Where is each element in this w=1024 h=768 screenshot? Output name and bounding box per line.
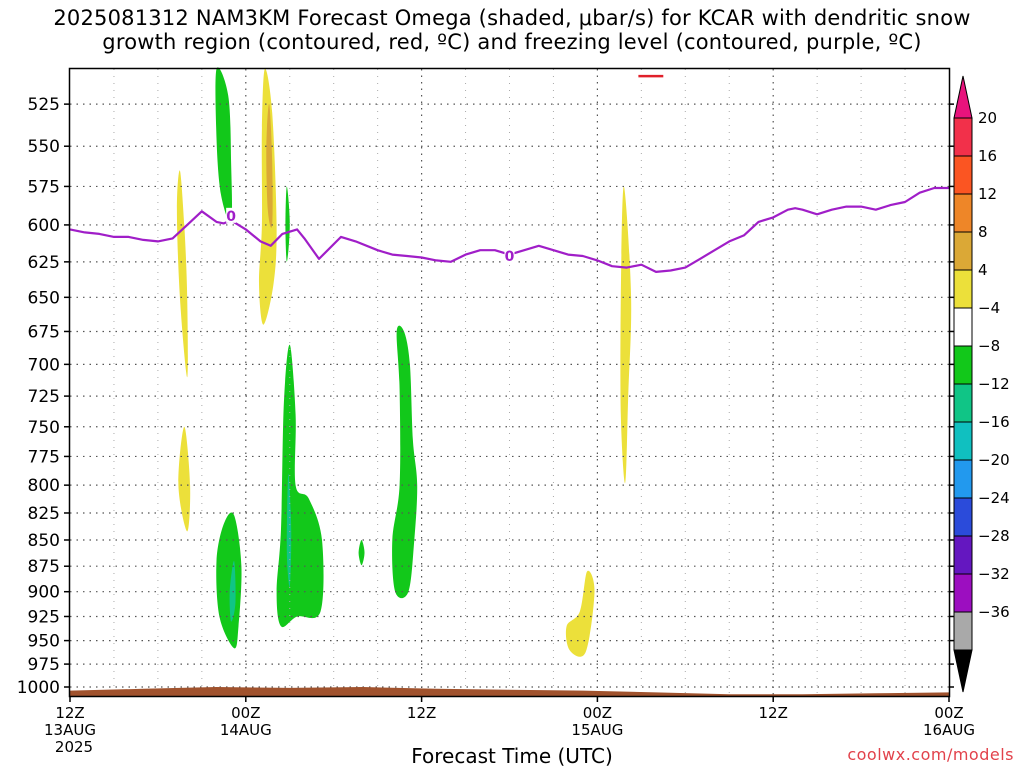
x-tick-label-48-1: 12Z bbox=[759, 704, 788, 722]
terrain-layer bbox=[70, 687, 949, 696]
x-tick-label-0-3: 2025 bbox=[55, 738, 93, 756]
contour-layer: 00 bbox=[69, 74, 949, 273]
colorbar-under-triangle bbox=[953, 649, 973, 693]
y-tick-label-825: 825 bbox=[28, 504, 60, 524]
colorbar-swatch-12 bbox=[953, 573, 973, 613]
y-tick-label-725: 725 bbox=[28, 387, 60, 407]
axes-layer: 525 550 575 600 625 650 675 700 725 750 775 800 825 8… bbox=[17, 95, 975, 756]
y-tick-label-575: 575 bbox=[28, 177, 60, 197]
omega-feature-4 bbox=[285, 186, 290, 262]
omega-shading-layer bbox=[176, 67, 632, 657]
colorbar-swatch-5 bbox=[953, 307, 973, 347]
x-tick-label-12-2: 14AUG bbox=[220, 721, 272, 739]
colorbar-label-3: 8 bbox=[978, 223, 988, 241]
freezing-level-label-1: 0 bbox=[505, 249, 515, 265]
grid-layer bbox=[70, 69, 949, 696]
x-tick-label-24-1: 12Z bbox=[407, 704, 436, 722]
colorbar-swatch-3 bbox=[953, 231, 973, 271]
colorbar-label-13: −36 bbox=[978, 603, 1010, 621]
y-tick-label-850: 850 bbox=[28, 531, 60, 551]
x-tick-label-60-2: 16AUG bbox=[923, 721, 975, 739]
x-tick-label-36-2: 15AUG bbox=[571, 721, 623, 739]
chart-title: 2025081312 NAM3KM Forecast Omega (shaded… bbox=[0, 6, 1024, 54]
colorbar-label-7: −12 bbox=[978, 375, 1010, 393]
colorbar-swatch-0 bbox=[953, 117, 973, 157]
freezing-label-bg-1 bbox=[504, 248, 515, 264]
y-tick-label-950: 950 bbox=[28, 632, 60, 652]
colorbar-label-2: 12 bbox=[978, 185, 997, 203]
y-tick-label-775: 775 bbox=[28, 447, 60, 467]
x-tick-label-60-1: 00Z bbox=[934, 704, 963, 722]
colorbar-swatch-6 bbox=[953, 345, 973, 385]
colorbar-label-4: 4 bbox=[978, 261, 988, 279]
colorbar-swatch-11 bbox=[953, 535, 973, 575]
omega-feature-12 bbox=[565, 570, 595, 657]
colorbar-label-0: 20 bbox=[978, 109, 997, 127]
colorbar-swatch-10 bbox=[953, 497, 973, 537]
colorbar-swatch-4 bbox=[953, 269, 973, 309]
colorbar-swatch-7 bbox=[953, 383, 973, 423]
colorbar-swatch-9 bbox=[953, 459, 973, 499]
x-tick-label-36-1: 00Z bbox=[583, 704, 612, 722]
source-credit: coolwx.com/models bbox=[847, 745, 1014, 764]
y-tick-label-800: 800 bbox=[28, 476, 60, 496]
colorbar-swatch-13 bbox=[953, 611, 973, 651]
y-tick-label-625: 625 bbox=[28, 253, 60, 273]
chart-title-line1: 2025081312 NAM3KM Forecast Omega (shaded… bbox=[53, 6, 971, 30]
colorbar-over-triangle bbox=[953, 75, 973, 119]
colorbar-label-5: −4 bbox=[978, 299, 1000, 317]
colorbar-swatch-8 bbox=[953, 421, 973, 461]
x-tick-label-0-2: 13AUG bbox=[44, 721, 96, 739]
y-tick-label-975: 975 bbox=[28, 655, 60, 675]
colorbar-label-6: −8 bbox=[978, 337, 1000, 355]
colorbar-label-11: −28 bbox=[978, 527, 1010, 545]
colorbar: 20 16 12 8 4 −4 −8 −12 −16 −20 −24 −28 −32 −36 bbox=[953, 75, 1010, 693]
omega-feature-0 bbox=[176, 170, 188, 378]
y-tick-label-900: 900 bbox=[28, 583, 60, 603]
omega-feature-13 bbox=[620, 186, 632, 484]
omega-feature-1 bbox=[215, 67, 233, 223]
omega-feature-9 bbox=[286, 473, 292, 588]
chart-title-line2: growth region (contoured, red, ºC) and f… bbox=[102, 30, 922, 54]
x-tick-label-12-1: 00Z bbox=[231, 704, 260, 722]
omega-feature-10 bbox=[358, 540, 365, 566]
omega-feature-5 bbox=[178, 426, 191, 532]
colorbar-swatch-1 bbox=[953, 155, 973, 195]
x-tick-label-0-1: 12Z bbox=[55, 704, 84, 722]
colorbar-label-12: −32 bbox=[978, 565, 1010, 583]
colorbar-label-10: −24 bbox=[978, 489, 1010, 507]
freezing-label-bg-0 bbox=[226, 207, 237, 223]
y-tick-label-875: 875 bbox=[28, 557, 60, 577]
colorbar-label-9: −20 bbox=[978, 451, 1010, 469]
y-tick-label-925: 925 bbox=[28, 607, 60, 627]
x-axis-label: Forecast Time (UTC) bbox=[411, 744, 613, 768]
colorbar-label-8: −16 bbox=[978, 413, 1010, 431]
y-tick-label-650: 650 bbox=[28, 288, 60, 308]
omega-feature-3 bbox=[266, 103, 273, 228]
y-tick-label-1000: 1000 bbox=[17, 678, 60, 698]
colorbar-label-1: 16 bbox=[978, 147, 997, 165]
y-tick-label-675: 675 bbox=[28, 322, 60, 342]
colorbar-swatch-2 bbox=[953, 193, 973, 233]
y-tick-label-600: 600 bbox=[28, 216, 60, 236]
y-tick-label-525: 525 bbox=[28, 95, 60, 115]
y-tick-label-750: 750 bbox=[28, 418, 60, 438]
plot-frame bbox=[68, 67, 951, 698]
y-tick-label-550: 550 bbox=[28, 137, 60, 157]
omega-feature-11 bbox=[392, 325, 418, 599]
omega-feature-6 bbox=[216, 512, 242, 649]
omega-feature-8 bbox=[276, 344, 324, 628]
y-tick-label-700: 700 bbox=[28, 355, 60, 375]
terrain-surface bbox=[70, 687, 949, 696]
freezing-level-label-0: 0 bbox=[226, 209, 236, 225]
